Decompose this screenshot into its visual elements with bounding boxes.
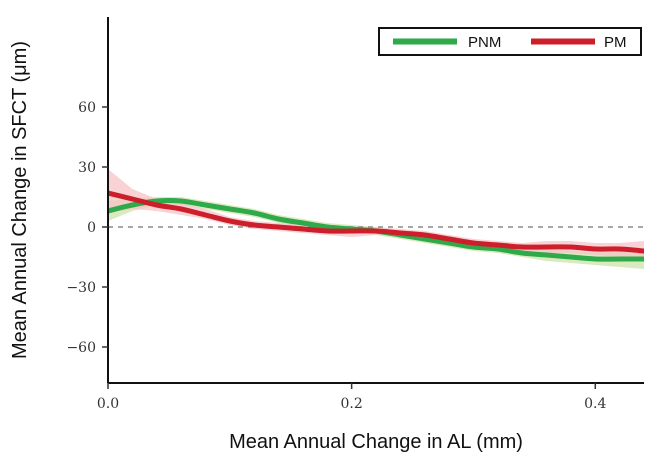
legend-label-pnm: PNM — [468, 34, 501, 51]
legend: PNM PM — [378, 27, 642, 56]
y-tick-label: 30 — [78, 160, 96, 176]
x-tick-label: 0.0 — [97, 396, 119, 412]
series-lines — [108, 190, 644, 262]
line-pm — [108, 190, 644, 254]
y-tick-label: 60 — [78, 100, 96, 116]
x-axis-title: Mean Annual Change in AL (mm) — [229, 431, 523, 453]
x-tick-label: 0.4 — [584, 396, 606, 412]
y-axis-title: Mean Annual Change in SFCT (μm) — [9, 41, 31, 359]
axes: −60 −30 0 30 60 0.0 0.2 0.4 — [66, 17, 644, 412]
x-tick-label: 0.2 — [341, 396, 363, 412]
legend-label-pm: PM — [604, 34, 627, 51]
y-tick-label: −30 — [66, 280, 96, 296]
y-tick-label: −60 — [66, 340, 96, 356]
y-tick-label: 0 — [87, 220, 96, 236]
legend-frame — [378, 27, 642, 56]
